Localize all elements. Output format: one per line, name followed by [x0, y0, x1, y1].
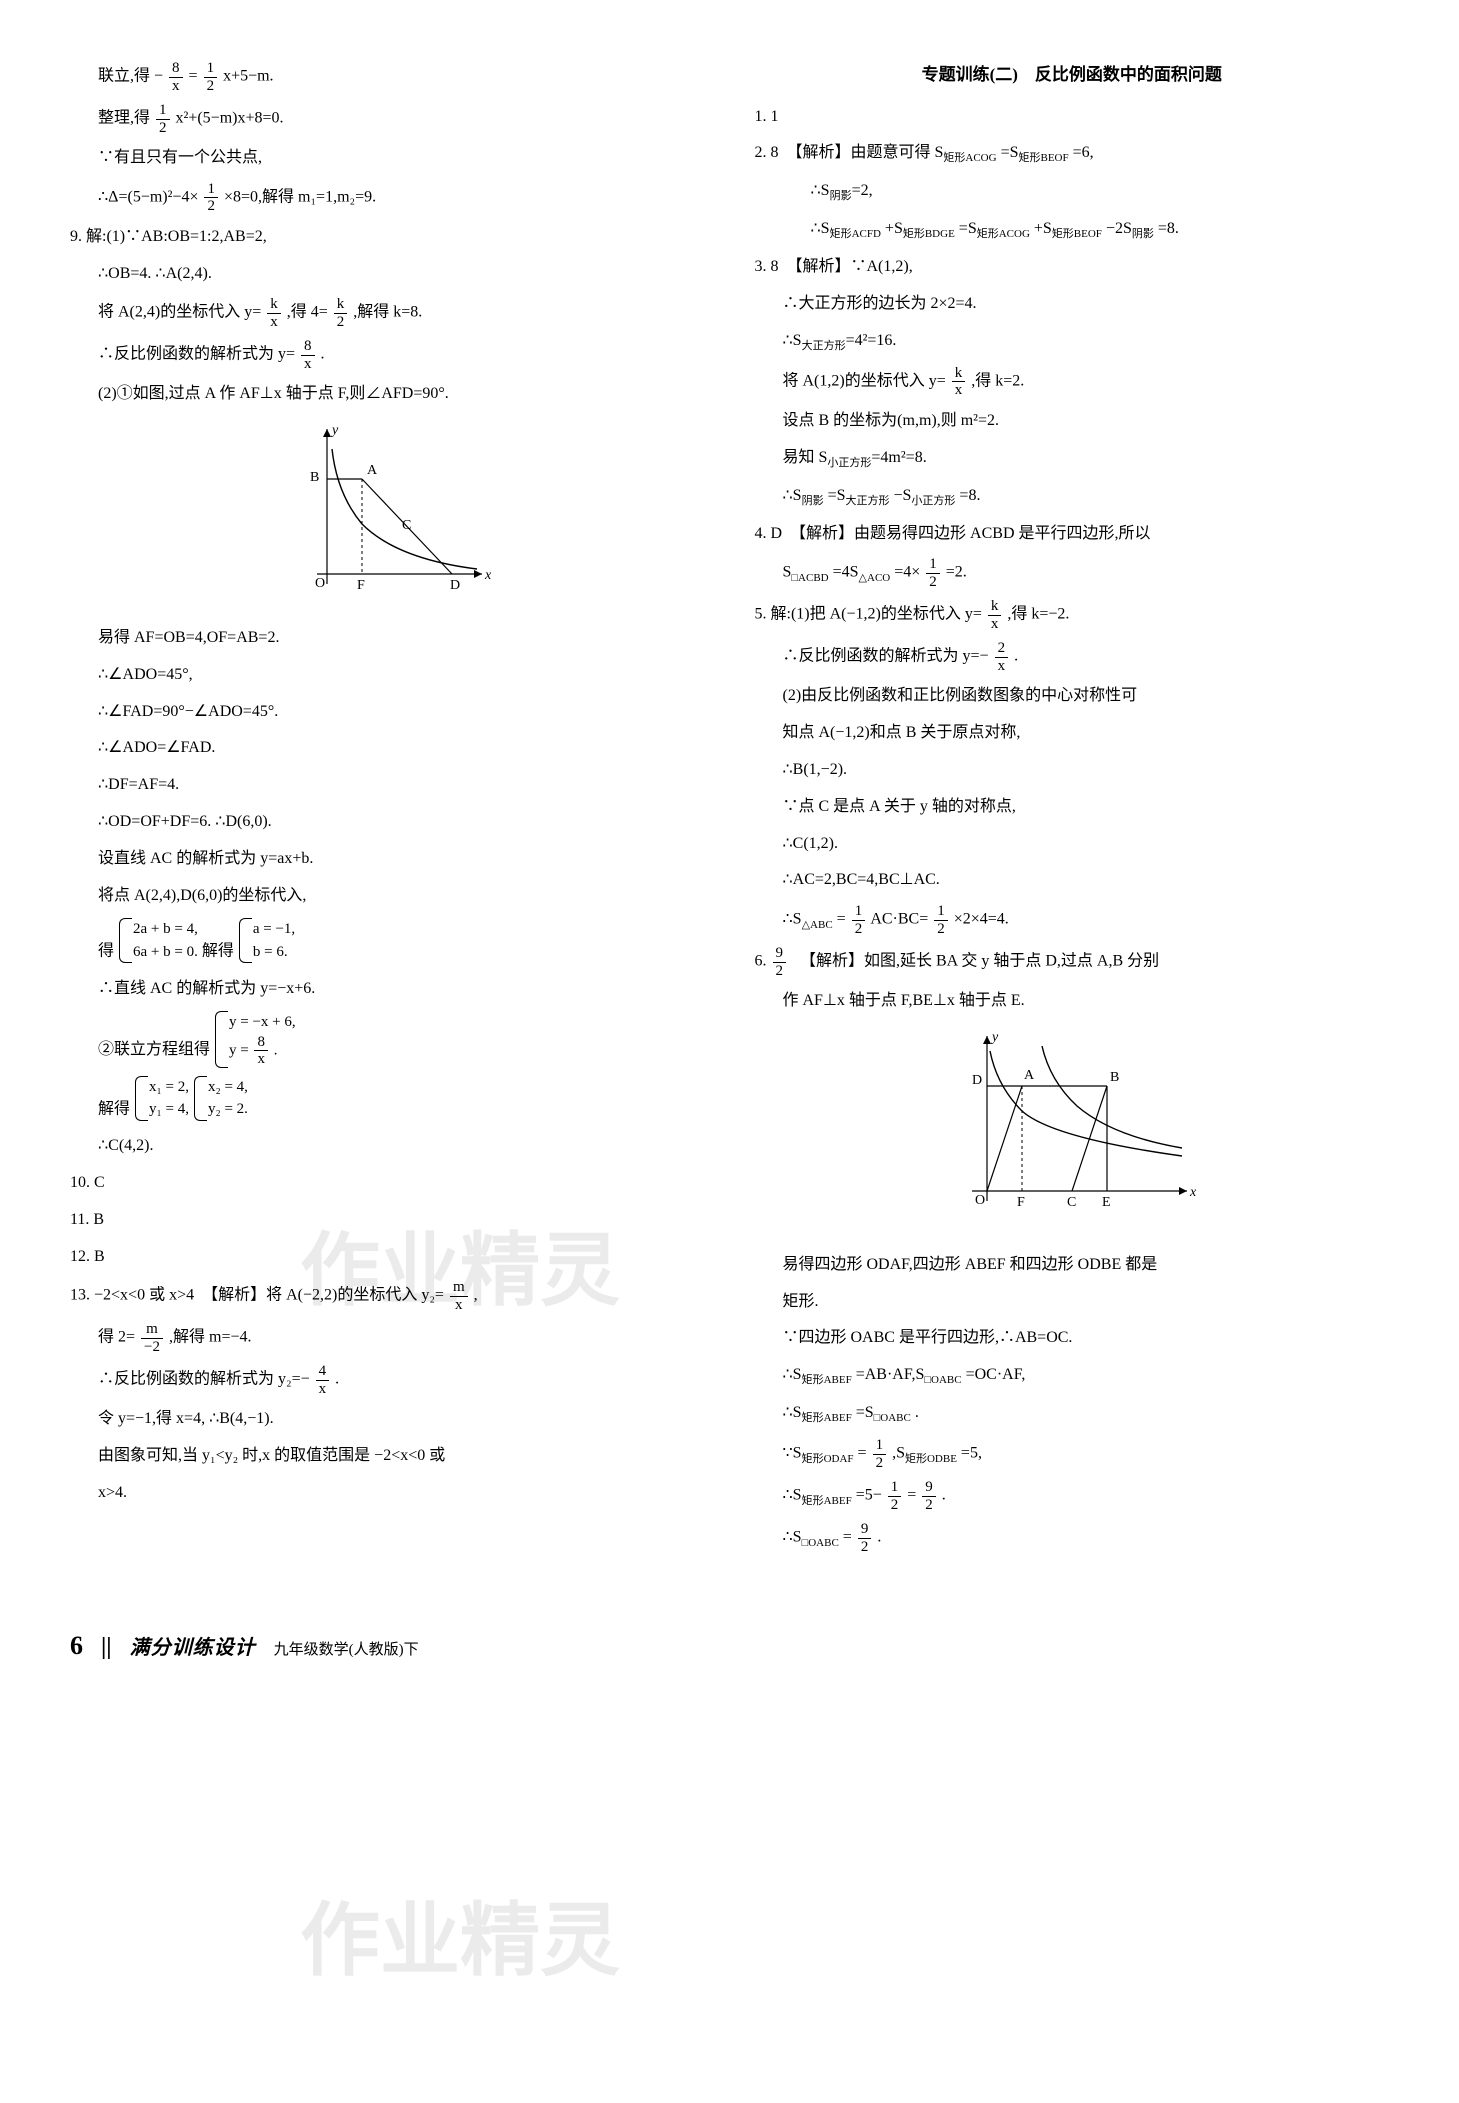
text-line: 由图象可知,当 y₁<y₂ 时,x 的取值范围是 −2<x<0 或 [70, 1442, 705, 1471]
text-line: ②联立方程组得 y = −x + 6, y = 8x . [70, 1011, 705, 1068]
svg-text:x: x [1189, 1185, 1197, 1200]
text-line: ∴S□OABC = 92 . [755, 1521, 1390, 1555]
text-line: 将点 A(2,4),D(6,0)的坐标代入, [70, 882, 705, 911]
text-line: (2)由反比例函数和正比例函数图象的中心对称性可 [755, 682, 1390, 711]
text-line: ∴S阴影 =S大正方形 −S小正方形 =8. [755, 482, 1390, 512]
text-line: ∴反比例函数的解析式为 y= 8x . [70, 338, 705, 372]
text-line: ∴反比例函数的解析式为 y₂=− 4x . [70, 1363, 705, 1397]
svg-text:D: D [450, 578, 460, 593]
text-line: (2)①如图,过点 A 作 AF⊥x 轴于点 F,则∠AFD=90°. [70, 380, 705, 409]
text-line: ∴∠ADO=∠FAD. [70, 734, 705, 763]
svg-text:D: D [972, 1073, 982, 1088]
text-line: x>4. [70, 1479, 705, 1508]
svg-text:B: B [1110, 1070, 1119, 1085]
text-line: ∴S矩形ACFD +S矩形BDGE =S矩形ACOG +S矩形BEOF −2S阴… [755, 215, 1390, 245]
text-line: ∴S矩形ABEF =5− 12 = 92 . [755, 1479, 1390, 1513]
text-line: 解得 x₁ = 2, y₁ = 4, x₂ = 4, y₂ = 2. [70, 1076, 705, 1124]
figure-2: O F C E x y D A B [755, 1026, 1390, 1237]
text-line: ∴C(4,2). [70, 1132, 705, 1161]
right-column: 专题训练(二) 反比例函数中的面积问题 1. 1 2. 8 【解析】由题意可得 … [755, 60, 1390, 1563]
text-line: ∴Δ=(5−m)²−4× 12 ×8=0,解得 m₁=1,m₂=9. [70, 181, 705, 215]
svg-text:C: C [402, 518, 411, 533]
text-line: ∴B(1,−2). [755, 756, 1390, 785]
footer-subtitle: 九年级数学(人教版)下 [274, 1637, 419, 1664]
text-line: ∴C(1,2). [755, 830, 1390, 859]
question-10: 10. C [70, 1169, 705, 1198]
svg-text:A: A [1024, 1068, 1035, 1083]
svg-text:E: E [1102, 1195, 1111, 1210]
svg-text:y: y [330, 423, 339, 438]
text-line: 得 2a + b = 4, 6a + b = 0. 解得 a = −1, b =… [70, 918, 705, 966]
text-line: S□ACBD =4S△ACO =4× 12 =2. [755, 556, 1390, 590]
svg-text:A: A [367, 463, 378, 478]
text-line: 知点 A(−1,2)和点 B 关于原点对称, [755, 719, 1390, 748]
text-line: ∴S大正方形=4²=16. [755, 327, 1390, 357]
question-5: 5. 解:(1)把 A(−1,2)的坐标代入 y= kx ,得 k=−2. [755, 598, 1390, 632]
footer-brand: 满分训练设计 [130, 1630, 256, 1666]
svg-text:B: B [310, 470, 319, 485]
text-line: ∴AC=2,BC=4,BC⊥AC. [755, 866, 1390, 895]
svg-text:x: x [484, 568, 492, 583]
footer-divider: || [101, 1626, 112, 1669]
page-columns: 联立,得 − 8x = 12 x+5−m. 整理,得 12 x²+(5−m)x+… [70, 60, 1389, 1563]
text-line: ∵S矩形ODAF = 12 ,S矩形ODBE =5, [755, 1437, 1390, 1471]
question-11: 11. B [70, 1206, 705, 1235]
svg-text:F: F [1017, 1195, 1025, 1210]
question-3: 3. 8 【解析】∵A(1,2), [755, 253, 1390, 282]
page-number: 6 [70, 1623, 83, 1670]
text-line: 易得四边形 ODAF,四边形 ABEF 和四边形 ODBE 都是 [755, 1251, 1390, 1280]
text-line: ∴∠ADO=45°, [70, 661, 705, 690]
text-line: 得 2= m−2 ,解得 m=−4. [70, 1321, 705, 1355]
question-12: 12. B [70, 1243, 705, 1272]
text-line: 令 y=−1,得 x=4, ∴B(4,−1). [70, 1405, 705, 1434]
text-line: 易知 S小正方形=4m²=8. [755, 444, 1390, 474]
question-1: 1. 1 [755, 103, 1390, 132]
question-2: 2. 8 【解析】由题意可得 S矩形ACOG =S矩形BEOF =6, [755, 139, 1390, 169]
text-line: ∴直线 AC 的解析式为 y=−x+6. [70, 975, 705, 1004]
text-line: ∴DF=AF=4. [70, 771, 705, 800]
svg-text:O: O [315, 576, 325, 591]
watermark: 作业精灵 [300, 1870, 620, 2014]
svg-text:F: F [357, 578, 365, 593]
left-column: 联立,得 − 8x = 12 x+5−m. 整理,得 12 x²+(5−m)x+… [70, 60, 705, 1563]
question-9: 9. 解:(1)∵AB:OB=1:2,AB=2, [70, 223, 705, 252]
svg-text:C: C [1067, 1195, 1076, 1210]
text-line: ∵点 C 是点 A 关于 y 轴的对称点, [755, 793, 1390, 822]
text-line: 设点 B 的坐标为(m,m),则 m²=2. [755, 407, 1390, 436]
text-line: 将 A(2,4)的坐标代入 y= kx ,得 4= k2 ,解得 k=8. [70, 296, 705, 330]
text-line: ∴反比例函数的解析式为 y=− 2x . [755, 640, 1390, 674]
section-title: 专题训练(二) 反比例函数中的面积问题 [755, 60, 1390, 91]
question-6: 6. 92 【解析】如图,延长 BA 交 y 轴于点 D,过点 A,B 分别 [755, 945, 1390, 979]
text-line: 整理,得 12 x²+(5−m)x+8=0. [70, 102, 705, 136]
svg-text:y: y [990, 1030, 999, 1045]
text-line: 将 A(1,2)的坐标代入 y= kx ,得 k=2. [755, 365, 1390, 399]
text-line: ∴OD=OF+DF=6. ∴D(6,0). [70, 808, 705, 837]
text-line: 联立,得 − 8x = 12 x+5−m. [70, 60, 705, 94]
question-13: 13. −2<x<0 或 x>4 【解析】将 A(−2,2)的坐标代入 y₂= … [70, 1279, 705, 1313]
text-line: ∴∠FAD=90°−∠ADO=45°. [70, 698, 705, 727]
text-line: 矩形. [755, 1288, 1390, 1317]
text-line: ∴S矩形ABEF =AB·AF,S□OABC =OC·AF, [755, 1361, 1390, 1391]
text-line: ∴S△ABC = 12 AC·BC= 12 ×2×4=4. [755, 903, 1390, 937]
text-line: ∴大正方形的边长为 2×2=4. [755, 290, 1390, 319]
text-line: ∴S阴影=2, [755, 177, 1390, 207]
text-line: ∴S矩形ABEF =S□OABC . [755, 1399, 1390, 1429]
text-line: 作 AF⊥x 轴于点 F,BE⊥x 轴于点 E. [755, 987, 1390, 1016]
text-line: 易得 AF=OB=4,OF=AB=2. [70, 624, 705, 653]
text-line: ∴OB=4. ∴A(2,4). [70, 260, 705, 289]
page-footer: 6 || 满分训练设计 九年级数学(人教版)下 [70, 1623, 1389, 1670]
text-line: 设直线 AC 的解析式为 y=ax+b. [70, 845, 705, 874]
text-line: ∵有且只有一个公共点, [70, 144, 705, 173]
figure-1: O F D x y A B C [70, 419, 705, 610]
text-line: ∵四边形 OABC 是平行四边形,∴AB=OC. [755, 1324, 1390, 1353]
question-4: 4. D 【解析】由题易得四边形 ACBD 是平行四边形,所以 [755, 520, 1390, 549]
svg-text:O: O [975, 1193, 985, 1208]
